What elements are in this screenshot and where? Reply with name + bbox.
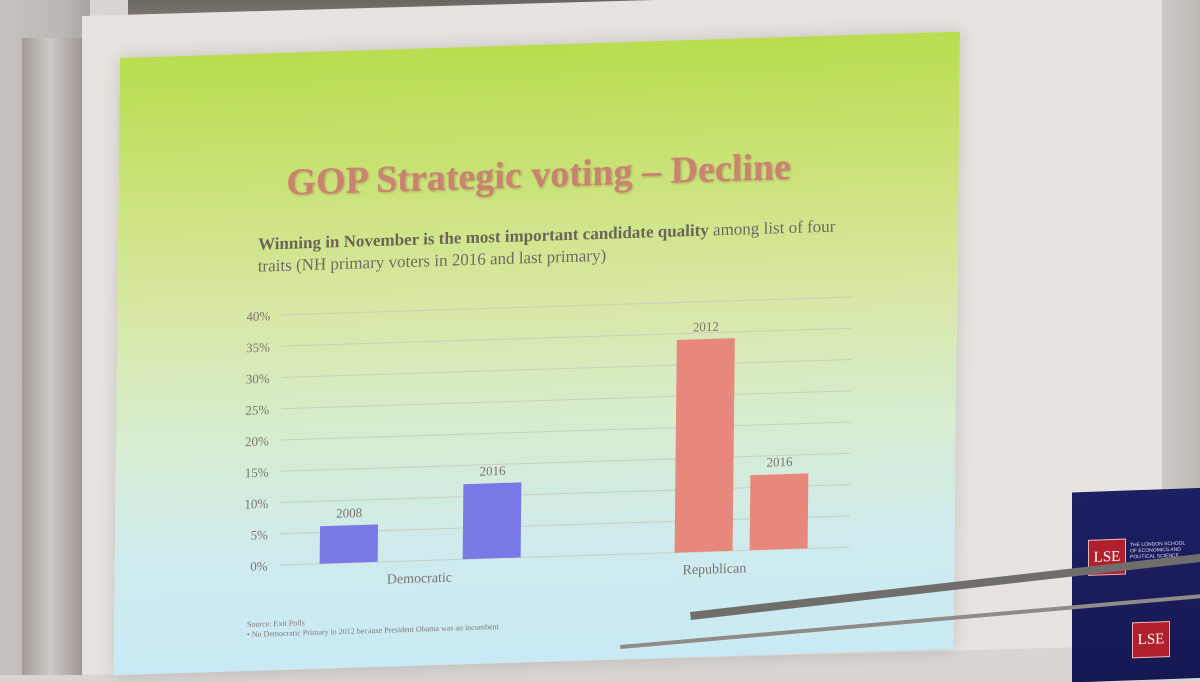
- bar-chart: 0% 5% 10% 15% 20% 25% 30% 35% 40% 2008 2016 2012 201…: [244, 296, 853, 588]
- bar-democratic-2008: [319, 524, 379, 564]
- bar-democratic-2016: [462, 482, 522, 560]
- gridline: [282, 296, 853, 316]
- y-tick-label: 15%: [245, 465, 269, 481]
- y-tick-label: 20%: [245, 433, 269, 449]
- lse-logo-lower: LSE: [1132, 621, 1170, 659]
- screen-frame-post: [22, 38, 84, 675]
- y-tick-label: 25%: [245, 402, 269, 418]
- y-tick-label: 30%: [246, 371, 270, 387]
- bar-republican-2016: [749, 473, 809, 551]
- y-tick-label: 35%: [246, 340, 270, 356]
- gridline: [280, 421, 851, 441]
- bar-value-label: 2008: [336, 505, 362, 521]
- lse-banner: LSE THE LONDON SCHOOL OF ECONOMICS AND P…: [1072, 487, 1200, 682]
- x-category-label: Democratic: [387, 571, 452, 588]
- y-tick-label: 40%: [246, 308, 270, 324]
- bar-value-label: 2016: [479, 463, 506, 479]
- gridline: [281, 390, 852, 410]
- presentation-slide: GOP Strategic voting – Decline Winning i…: [113, 31, 960, 676]
- gridline: [280, 452, 851, 472]
- bar-value-label: 2016: [766, 454, 793, 470]
- y-tick-label: 10%: [244, 496, 268, 512]
- bar-value-label: 2012: [693, 319, 719, 335]
- bar-republican-2012: [674, 338, 735, 553]
- gridline: [281, 327, 852, 347]
- gridline: [281, 359, 852, 378]
- y-tick-label: 5%: [251, 527, 269, 543]
- x-category-label: Republican: [682, 561, 746, 578]
- y-tick-label: 0%: [250, 558, 268, 574]
